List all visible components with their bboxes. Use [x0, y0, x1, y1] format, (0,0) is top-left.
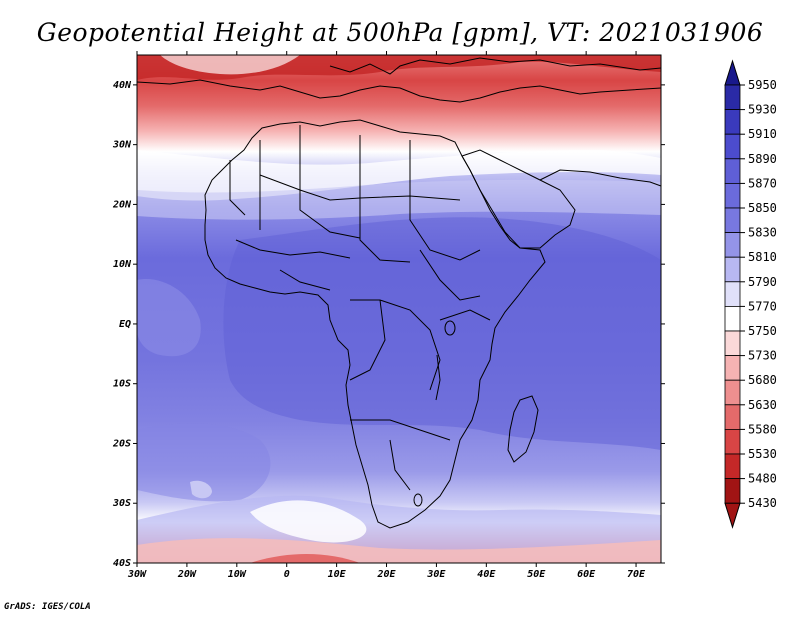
colorbar-top-arrow — [724, 59, 741, 86]
colorbar-segment — [724, 133, 741, 160]
lat-label: 20N — [112, 199, 132, 210]
colorbar-segment — [724, 109, 741, 135]
lat-label: 40S — [113, 558, 131, 569]
colorbar-label: 5830 — [748, 226, 777, 240]
colorbar-segment — [724, 428, 741, 455]
colorbar-label: 5730 — [748, 349, 777, 363]
colorbar-label: 5750 — [748, 324, 777, 338]
colorbar-label: 5580 — [748, 422, 777, 436]
colorbar-segment — [724, 158, 741, 184]
colorbar-segment — [724, 207, 741, 234]
axis-ticks — [133, 51, 665, 567]
lon-label: 10W — [228, 569, 247, 580]
chart-title: Geopotential Height at 500hPa [gpm], VT:… — [36, 18, 764, 47]
lon-label: 20E — [376, 569, 396, 580]
colorbar-segment — [724, 84, 741, 111]
colorbar-label: 5890 — [748, 152, 777, 166]
lat-label: EQ — [119, 319, 131, 330]
colorbar-label: 5530 — [748, 447, 777, 461]
colorbar-label: 5790 — [748, 275, 777, 289]
latitude-labels: 40N 30N 20N 10N EQ 10S 20S 30S 40S — [112, 80, 132, 569]
colorbar-label: 5950 — [748, 78, 777, 92]
lon-label: 0 — [284, 569, 290, 580]
colorbar-segment — [724, 404, 741, 430]
colorbar-bottom-arrow — [724, 502, 741, 529]
lon-label: 40E — [477, 569, 496, 580]
coastlines — [136, 57, 662, 529]
grads-credit: GrADS: IGES/COLA — [4, 602, 91, 612]
lon-label: 30W — [127, 569, 147, 580]
colorbar-label: 5630 — [748, 398, 777, 412]
height-field — [137, 55, 661, 563]
colorbar-segment — [724, 379, 741, 406]
lat-label: 20S — [112, 438, 131, 449]
colorbar-label: 5930 — [748, 103, 777, 117]
colorbar-segment — [724, 232, 741, 258]
colorbar-segment — [724, 256, 741, 283]
lon-label: 60E — [577, 569, 596, 580]
colorbar-segment — [724, 281, 741, 307]
longitude-labels: 30W 20W 10W 0 10E 20E 30E 40E 50E 60E 70E — [127, 569, 646, 580]
colorbar-segment — [724, 355, 741, 381]
lon-label: 10E — [328, 569, 347, 580]
lat-label: 30N — [112, 140, 132, 151]
colorbar-label: 5910 — [748, 127, 777, 141]
colorbar-segment — [724, 330, 741, 357]
lon-label: 50E — [527, 569, 546, 580]
colorbar-label: 5480 — [748, 472, 777, 486]
colorbar-label: 5770 — [748, 299, 777, 313]
colorbar-label: 5430 — [748, 496, 777, 510]
lon-label: 70E — [627, 569, 646, 580]
lat-label: 30S — [112, 498, 131, 509]
colorbar: 5950 5930 5910 5890 5870 5850 5830 5810 5790 5770… — [724, 59, 777, 529]
lat-label: 10N — [113, 259, 132, 270]
map-frame — [136, 54, 662, 564]
lat-label: 10S — [113, 379, 131, 390]
colorbar-segment — [724, 182, 741, 209]
lon-label: 20W — [177, 569, 197, 580]
colorbar-label: 5680 — [748, 373, 777, 387]
colorbar-segment — [724, 478, 741, 504]
lon-label: 30E — [426, 569, 446, 580]
colorbar-label: 5850 — [748, 201, 777, 215]
colorbar-segment — [724, 305, 741, 332]
colorbar-label: 5870 — [748, 176, 777, 190]
lat-label: 40N — [113, 80, 132, 91]
colorbar-segment — [724, 453, 741, 480]
colorbar-label: 5810 — [748, 250, 777, 264]
